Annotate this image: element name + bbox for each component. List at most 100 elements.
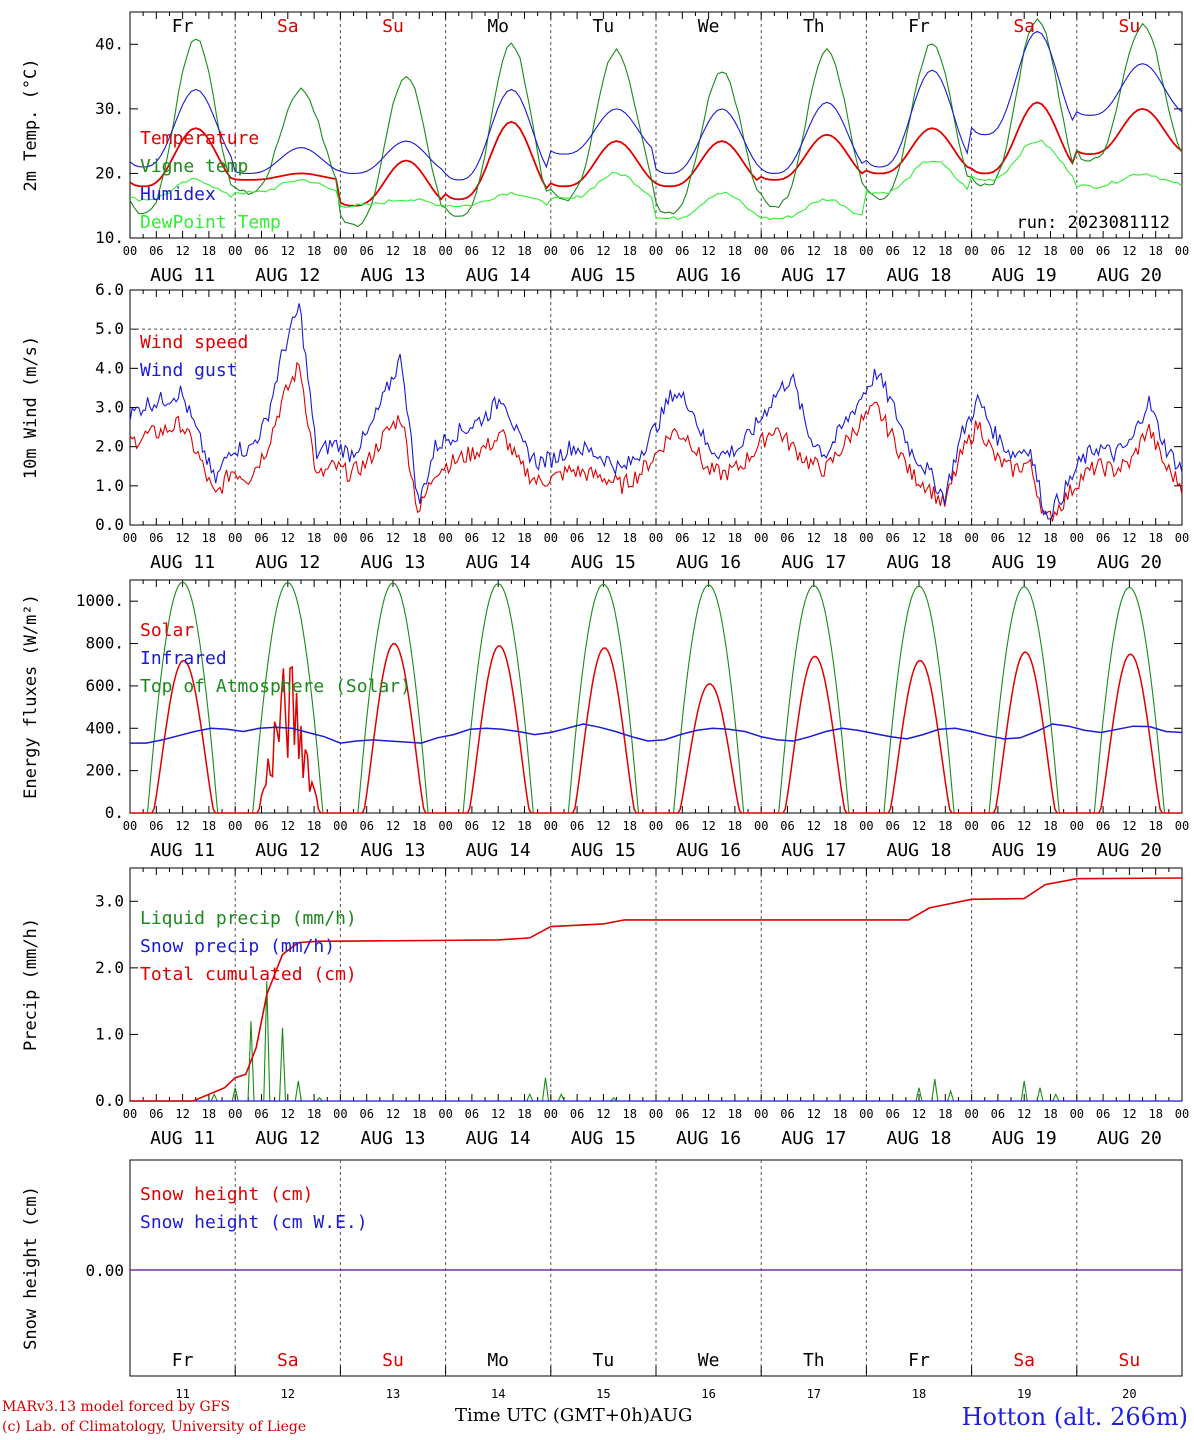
hour-tick-label: 18 [1148, 819, 1162, 833]
hour-tick-label: 00 [754, 244, 768, 258]
day-name: Fr [172, 1350, 194, 1371]
date-label: AUG 13 [360, 552, 425, 573]
solar-line [130, 643, 1182, 814]
legend-liquid-precip-mm-h-: Liquid precip (mm/h) [140, 908, 357, 929]
hour-tick-label: 18 [1043, 819, 1057, 833]
hour-tick-label: 06 [465, 531, 479, 545]
hour-tick-label: 18 [833, 819, 847, 833]
hour-tick-label: 00 [438, 819, 452, 833]
hour-tick-label: 06 [570, 531, 584, 545]
hour-tick-label: 06 [570, 819, 584, 833]
model-credit: MARv3.13 model forced by GFS [2, 1399, 231, 1415]
legend-wind-speed: Wind speed [140, 332, 248, 353]
day-name: Su [1119, 16, 1141, 37]
hour-tick-label: 00 [438, 531, 452, 545]
legend-total-cumulated-cm-: Total cumulated (cm) [140, 964, 357, 985]
hour-tick-label: 18 [1043, 1107, 1057, 1121]
date-label: AUG 11 [150, 265, 215, 286]
day-number: 20 [1122, 1387, 1136, 1401]
hour-tick-label: 00 [333, 244, 347, 258]
date-label: AUG 16 [676, 840, 741, 861]
hour-tick-label: 18 [307, 531, 321, 545]
day-name: Su [1119, 1350, 1141, 1371]
hour-tick-label: 00 [754, 819, 768, 833]
date-label: AUG 14 [466, 265, 531, 286]
hour-tick-label: 12 [491, 819, 505, 833]
y-tick-label: 2.0 [95, 437, 124, 456]
date-label: AUG 18 [886, 552, 951, 573]
hour-tick-label: 00 [1175, 244, 1189, 258]
hour-tick-label: 00 [964, 819, 978, 833]
day-number: 16 [701, 1387, 715, 1401]
hour-tick-label: 06 [359, 531, 373, 545]
hour-tick-label: 18 [728, 819, 742, 833]
hour-tick-label: 06 [149, 1107, 163, 1121]
hour-tick-label: 00 [1070, 531, 1084, 545]
hour-tick-label: 12 [1017, 531, 1031, 545]
day-number: 13 [386, 1387, 400, 1401]
hour-tick-label: 12 [175, 244, 189, 258]
hour-tick-label: 06 [570, 244, 584, 258]
hour-tick-label: 06 [675, 244, 689, 258]
hour-tick-label: 18 [412, 531, 426, 545]
hour-tick-label: 12 [175, 819, 189, 833]
hour-tick-label: 06 [254, 531, 268, 545]
hour-tick-label: 12 [701, 244, 715, 258]
hour-tick-label: 06 [359, 244, 373, 258]
hour-tick-label: 00 [859, 244, 873, 258]
hour-tick-label: 06 [465, 1107, 479, 1121]
hour-tick-label: 06 [885, 819, 899, 833]
day-name: We [698, 1350, 720, 1371]
y-tick-label: 800. [85, 634, 124, 653]
hour-tick-label: 06 [254, 819, 268, 833]
hour-tick-label: 06 [991, 1107, 1005, 1121]
hour-tick-label: 18 [412, 1107, 426, 1121]
date-label: AUG 20 [1097, 552, 1162, 573]
hour-tick-label: 00 [1175, 1107, 1189, 1121]
hour-tick-label: 06 [780, 531, 794, 545]
date-label: AUG 12 [255, 1128, 320, 1149]
hour-tick-label: 00 [649, 531, 663, 545]
day-name: Sa [277, 1350, 299, 1371]
date-label: AUG 17 [781, 552, 846, 573]
hour-tick-label: 12 [912, 819, 926, 833]
date-label: AUG 13 [360, 840, 425, 861]
hour-tick-label: 06 [359, 819, 373, 833]
hour-tick-label: 00 [123, 244, 137, 258]
y-axis-label: 2m Temp. (°C) [21, 58, 41, 191]
hour-tick-label: 12 [596, 244, 610, 258]
y-tick-label: 200. [85, 761, 124, 780]
day-number: 14 [491, 1387, 505, 1401]
hour-tick-label: 00 [333, 819, 347, 833]
legend-vigne-temp: Vigne temp [140, 156, 248, 177]
legend-dewpoint-temp: DewPoint Temp [140, 212, 281, 233]
hour-tick-label: 18 [202, 531, 216, 545]
liquid-precip-line [130, 981, 1182, 1102]
y-tick-label: 600. [85, 676, 124, 695]
hour-tick-label: 18 [833, 1107, 847, 1121]
hour-tick-label: 00 [544, 531, 558, 545]
run-label: run: 2023081112 [1016, 213, 1170, 233]
day-name: Fr [908, 1350, 930, 1371]
hour-tick-label: 06 [254, 244, 268, 258]
hour-tick-label: 12 [596, 531, 610, 545]
legend-wind-gust: Wind gust [140, 360, 238, 381]
hour-tick-label: 06 [675, 819, 689, 833]
hour-tick-label: 18 [728, 1107, 742, 1121]
hour-tick-label: 18 [307, 1107, 321, 1121]
hour-tick-label: 00 [228, 531, 242, 545]
y-tick-label: 1.0 [95, 1024, 124, 1043]
day-name: Su [382, 16, 404, 37]
hour-tick-label: 06 [149, 819, 163, 833]
hour-tick-label: 12 [1017, 244, 1031, 258]
date-label: AUG 13 [360, 1128, 425, 1149]
hour-tick-label: 06 [780, 819, 794, 833]
lab-credit: (c) Lab. of Climatology, University of L… [2, 1419, 307, 1435]
hour-tick-label: 12 [491, 1107, 505, 1121]
hour-tick-label: 18 [517, 531, 531, 545]
hour-tick-label: 12 [912, 1107, 926, 1121]
day-number: 18 [912, 1387, 926, 1401]
day-number: 15 [596, 1387, 610, 1401]
hour-tick-label: 12 [701, 1107, 715, 1121]
y-tick-label: 0. [105, 803, 124, 822]
